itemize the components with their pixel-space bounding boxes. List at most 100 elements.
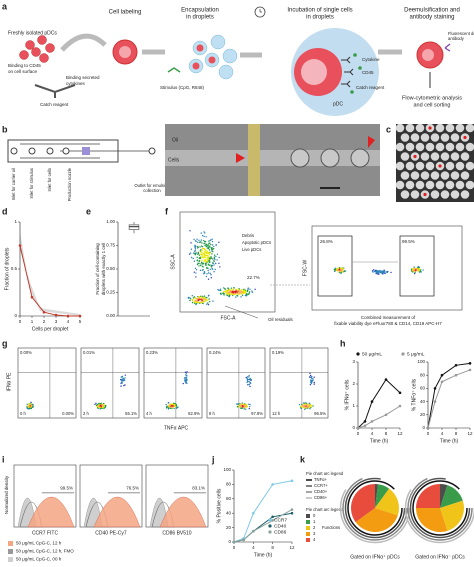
panel-letter: h — [340, 338, 346, 348]
flow-event — [199, 246, 201, 248]
droplet-image — [450, 190, 460, 199]
flow-event — [205, 299, 207, 301]
flow-event — [235, 290, 238, 292]
flow-event — [249, 403, 251, 406]
droplet-image — [415, 161, 425, 171]
flow-event — [204, 242, 206, 245]
flow-event — [420, 269, 422, 271]
data-point — [398, 391, 402, 395]
label: Live pDCs — [242, 247, 261, 252]
flow-event — [244, 406, 246, 408]
flow-event — [193, 260, 196, 262]
label: 0.19% — [272, 350, 284, 355]
panel-letter: i — [2, 454, 5, 464]
flow-event — [379, 270, 381, 272]
flow-event — [211, 253, 213, 255]
flow-event — [201, 253, 203, 255]
droplet-image — [400, 152, 410, 161]
label: FSC-W — [302, 260, 308, 277]
legend-swatch — [306, 514, 310, 518]
axis-title: % TNFα⁺ cells — [411, 378, 417, 411]
droplet-image — [410, 190, 420, 199]
flow-event — [203, 231, 205, 233]
panel-letter: e — [86, 206, 91, 216]
axis-title: % Positive cells — [216, 488, 222, 523]
flow-event — [246, 290, 249, 293]
flow-event — [299, 405, 302, 407]
flow-event — [211, 244, 214, 246]
flow-event — [185, 372, 188, 374]
flow-event — [218, 262, 220, 264]
x-tick-label: 4 — [252, 545, 255, 550]
flow-event — [26, 403, 28, 406]
flow-event — [382, 270, 384, 272]
flow-event — [209, 268, 212, 270]
flow-event — [170, 403, 172, 405]
label: Binding to CD45 — [8, 63, 41, 68]
flow-event — [208, 249, 211, 251]
flow-event — [185, 381, 187, 384]
label: CCR7 FITC — [32, 530, 59, 536]
flow-event — [196, 298, 199, 300]
flow-event — [205, 251, 207, 254]
data-point — [426, 426, 430, 430]
flow-event — [248, 292, 251, 294]
flow-event — [207, 272, 210, 274]
flow-event — [195, 276, 197, 278]
legend-swatch — [8, 557, 13, 562]
flow-event — [305, 406, 308, 408]
flow-event — [196, 299, 198, 301]
legend-marker — [356, 352, 360, 356]
flow-event — [169, 404, 172, 406]
flow-event — [382, 273, 384, 275]
label: 4 h — [146, 411, 152, 416]
flow-event — [230, 289, 232, 291]
data-point — [42, 310, 46, 314]
flow-event — [219, 288, 222, 290]
label: 0.23% — [146, 350, 158, 355]
pie-slice — [416, 484, 440, 508]
cytokine — [358, 66, 362, 70]
droplet-image — [415, 142, 425, 152]
histogram — [93, 496, 141, 528]
flow-event — [418, 271, 421, 273]
flow-event — [95, 404, 98, 407]
flow-event — [201, 242, 203, 244]
flow-event — [177, 406, 179, 408]
flow-event — [186, 379, 188, 381]
flow-event — [211, 267, 213, 270]
flow-event — [246, 378, 248, 380]
flow-event — [207, 267, 209, 270]
flow-event — [216, 259, 218, 261]
pie-slice — [375, 484, 390, 508]
flow-event — [220, 293, 222, 296]
flow-event — [237, 403, 239, 405]
droplet-image — [445, 142, 455, 152]
flow-event — [102, 406, 105, 408]
flow-event — [249, 382, 252, 385]
flow-event — [377, 270, 379, 272]
flow-event — [172, 405, 174, 407]
flow-event — [191, 294, 194, 297]
x-tick-label: 0 — [19, 319, 22, 324]
detection-ab — [444, 43, 451, 52]
flow-event — [336, 269, 339, 271]
label: on cell surface — [8, 69, 38, 74]
inlet — [62, 147, 70, 155]
y-tick-label: 100 — [417, 359, 425, 364]
flow-event — [194, 301, 196, 303]
legend-label: 1 — [313, 519, 316, 524]
flow-event — [190, 242, 192, 244]
cell-image — [428, 126, 432, 130]
flow-event — [381, 272, 383, 274]
cell — [19, 50, 29, 60]
label: collection — [143, 188, 161, 193]
flow-event — [195, 297, 198, 300]
droplet-image — [405, 142, 415, 152]
flow-event — [311, 375, 313, 378]
axis-title: Fraction of cell-containing — [95, 243, 100, 295]
histogram — [27, 496, 75, 528]
flow-event — [202, 266, 204, 268]
flow-event — [248, 376, 250, 378]
label: Inlet for carrier oil — [11, 168, 16, 200]
